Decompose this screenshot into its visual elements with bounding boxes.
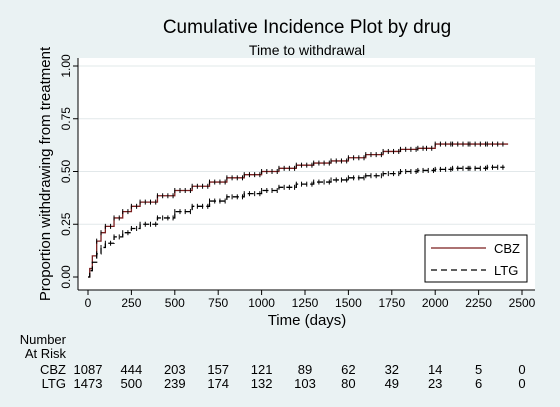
- x-tick-label: 250: [121, 296, 141, 310]
- at-risk-value: 203: [164, 362, 186, 377]
- at-risk-value: 103: [294, 376, 316, 391]
- x-tick-label: 0: [85, 296, 92, 310]
- at-risk-value: 62: [341, 362, 355, 377]
- chart-subtitle: Time to withdrawal: [249, 42, 365, 58]
- at-risk-value: 157: [207, 362, 229, 377]
- x-tick-label: 2000: [422, 296, 449, 310]
- at-risk-header-line1: Number: [20, 332, 67, 347]
- at-risk-value: 0: [518, 376, 525, 391]
- at-risk-row-label: CBZ: [40, 362, 66, 377]
- chart-title: Cumulative Incidence Plot by drug: [163, 17, 451, 38]
- at-risk-value: 239: [164, 376, 186, 391]
- at-risk-value: 174: [207, 376, 229, 391]
- x-tick-label: 1250: [292, 296, 319, 310]
- series-layer: [88, 141, 509, 278]
- x-tick-label: 1500: [335, 296, 362, 310]
- legend-label-cbz: CBZ: [494, 241, 520, 256]
- x-tick-label: 1000: [248, 296, 275, 310]
- at-risk-value: 1473: [74, 376, 103, 391]
- at-risk-header-line2: At Risk: [25, 346, 67, 361]
- y-tick-label: 0.75: [59, 107, 73, 131]
- legend-label-ltg: LTG: [494, 263, 518, 278]
- x-tick-label: 1750: [378, 296, 405, 310]
- at-risk-value: 500: [121, 376, 143, 391]
- y-tick-label: 0.00: [59, 265, 73, 289]
- at-risk-value: 132: [251, 376, 273, 391]
- axes: 0.00 0.25 0.50 0.75 1.00 0 250 500 750 1000 1250 15…: [59, 54, 536, 310]
- y-tick-label: 0.50: [59, 159, 73, 183]
- x-axis-label: Time (days): [268, 312, 347, 329]
- legend-box: [424, 234, 528, 283]
- at-risk-value: 5: [475, 362, 482, 377]
- y-tick-label: 1.00: [59, 54, 73, 78]
- at-risk-value: 14: [428, 362, 442, 377]
- at-risk-value: 121: [251, 362, 273, 377]
- at-risk-value: 444: [121, 362, 143, 377]
- x-tick-label: 500: [165, 296, 185, 310]
- at-risk-value: 32: [385, 362, 399, 377]
- y-tick-label: 0.25: [59, 212, 73, 236]
- censor-marks-cbz: [96, 141, 504, 244]
- at-risk-row-label: LTG: [42, 376, 66, 391]
- legend: CBZ LTG: [424, 234, 528, 283]
- at-risk-value: 6: [475, 376, 482, 391]
- x-tick-label: 750: [208, 296, 228, 310]
- censor-marks-ltg: [96, 164, 504, 257]
- at-risk-value: 1087: [74, 362, 103, 377]
- at-risk-value: 80: [341, 376, 355, 391]
- at-risk-value: 49: [385, 376, 399, 391]
- x-tick-label: 2250: [465, 296, 492, 310]
- at-risk-value: 23: [428, 376, 442, 391]
- at-risk-value: 0: [518, 362, 525, 377]
- at-risk-table: Number At Risk CBZ 1087 444 203 157 121 89 62 32…: [20, 332, 526, 391]
- x-tick-label: 2500: [509, 296, 536, 310]
- at-risk-value: 89: [298, 362, 312, 377]
- y-axis-label: Proportion withdrawing from treatment: [37, 46, 54, 301]
